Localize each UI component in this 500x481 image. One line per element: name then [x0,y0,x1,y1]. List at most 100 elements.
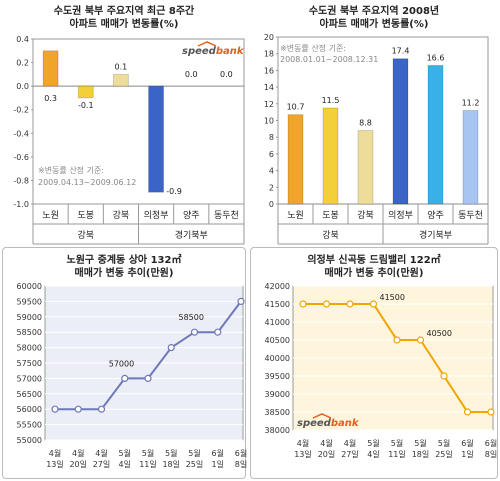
x-tick-label: 18일 [162,460,180,469]
data-label: 11.5 [322,96,340,105]
x-tick-label: 4일 [367,450,379,459]
data-label: 17.4 [392,47,410,56]
chart-subtitle: 아파트 매매가 변동률(%) [69,19,179,30]
category-label: 의정부 [144,210,169,221]
data-point [322,300,331,308]
y-tick-label: 59000 [17,313,42,322]
chart-title: 의정부 신곡동 드림밸리 122㎡ [307,255,441,266]
y-tick-label: 12 [264,100,274,109]
chart-title: 수도권 북부 주요지역 최근 8주간 [53,6,195,17]
category-label: 노원 [42,210,59,221]
chart-panel-c1: 수도권 북부 주요지역 최근 8주간 아파트 매매가 변동률(%) 0.4 0.2… [2,2,246,245]
category-label: 의정부 [388,210,413,221]
y-tick-label: 58500 [17,328,42,337]
y-tick-label: 41500 [265,300,290,309]
x-tick-label: 6월 [485,438,497,448]
x-tick-label: 6월 [461,438,473,448]
data-label: -0.1 [78,101,94,110]
bar [77,85,94,99]
data-point [440,372,448,380]
data-label: 0.1 [115,62,128,71]
data-label: 58500 [179,313,204,322]
speedbank-logo: speedbank [297,418,360,429]
y-tick-label: 55500 [17,421,42,430]
x-tick-label: 27일 [341,450,359,459]
y-tick-label: 10 [264,117,274,126]
y-tick-label: 16 [264,66,274,75]
y-tick-label: 57000 [17,374,42,383]
y-tick-label: 8 [269,133,274,142]
data-point [416,336,425,344]
data-label: 0.0 [220,70,233,79]
y-tick-label: 2 [269,183,274,192]
x-tick-label: 27일 [93,460,111,469]
group-label: 강북 [322,230,339,241]
logo-arc-icon [312,413,332,419]
y-tick-label: 58000 [17,344,42,353]
data-label: 0.3 [44,94,57,103]
category-label: 동두천 [214,210,239,221]
group-label: 경기북부 [419,229,452,241]
data-label: 8.8 [359,119,372,128]
chart-title: 수도권 북부 주요지역 2008년 [308,6,440,17]
chart-subtitle: 매매가 변동 추이(만원) [74,268,174,279]
y-tick-label: -0.8 [13,176,29,185]
data-point [190,328,199,336]
x-tick-label: 8일 [485,450,497,459]
y-tick-label: -0.4 [13,129,29,138]
x-tick-label: 4월 [72,448,84,458]
x-tick-label: 20일 [69,460,87,469]
data-point [167,343,175,352]
x-tick-label: 4월 [95,448,107,458]
y-tick-label: 39500 [265,372,290,381]
data-point [121,374,129,382]
x-tick-label: 5월 [391,438,403,448]
data-point [51,405,59,413]
basis-note: 2009.04.13~2009.06.12 [38,178,136,187]
x-tick-label: 5월 [119,448,131,458]
data-point [299,300,307,308]
category-label: 양주 [427,210,444,221]
y-tick-label: 38000 [265,426,290,435]
data-label: 41500 [380,293,405,302]
data-point [487,408,495,416]
data-point [369,300,378,308]
y-tick-label: 56000 [17,405,42,414]
y-tick-label: 14 [264,83,274,92]
x-tick-label: 13일 [294,450,312,459]
y-tick-label: 6 [269,150,274,159]
x-tick-label: 11일 [139,460,157,469]
y-tick-label: 60000 [17,282,42,291]
category-label: 도봉 [77,210,94,221]
line-chart-c3: 60000 59500 59000 58500 58000 57500 57000 56500… [17,282,248,469]
y-tick-label: 0.0 [16,82,29,91]
data-point [144,374,152,382]
category-label: 강북 [113,210,130,221]
x-tick-label: 5월 [367,438,379,448]
basis-note: 2008.01.01~2008.12.31 [280,55,378,64]
bar [42,50,59,87]
group-label: 경기북부 [175,229,208,241]
y-tick-label: 0.2 [16,59,29,68]
x-tick-label: 5월 [438,438,450,448]
logo-arc-icon [197,41,217,47]
x-tick-label: 20일 [318,450,336,459]
data-point [393,336,401,344]
x-tick-label: 11일 [388,450,406,459]
x-tick-label: 4월 [344,438,356,448]
data-label: 16.6 [427,53,445,62]
bar [392,58,409,205]
y-tick-label: -1.0 [13,200,29,209]
y-tick-label: 40500 [265,336,290,345]
x-tick-label: 4월 [320,438,332,448]
bar [112,73,129,87]
data-label: -0.9 [166,187,182,196]
data-point [97,405,106,413]
y-tick-label: 0 [269,200,274,209]
y-tick-label: 55000 [17,436,42,445]
y-tick-label: 42000 [265,282,290,291]
x-tick-label: 25일 [186,460,204,469]
data-point [214,328,222,336]
bar [427,64,444,205]
